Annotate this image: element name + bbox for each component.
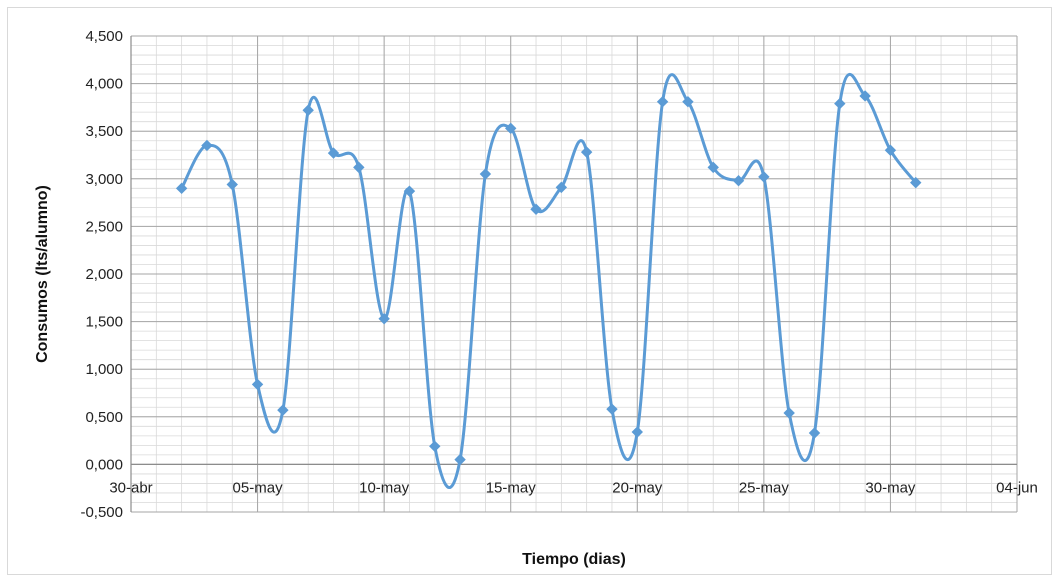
data-point	[353, 161, 365, 174]
data-point	[327, 147, 340, 159]
x-axis-title: Tiempo (dias)	[522, 551, 626, 568]
x-tick-label: 25-may	[739, 479, 790, 496]
major-gridlines	[130, 35, 1018, 513]
data-point	[302, 104, 314, 116]
data-point	[580, 146, 593, 158]
data-point	[454, 453, 466, 466]
data-point	[758, 171, 770, 183]
y-tick-label: 2,500	[85, 218, 123, 235]
data-point	[530, 203, 542, 215]
y-tick-label: 0,500	[85, 409, 123, 426]
data-point	[656, 95, 669, 108]
line-chart: -0,500 0,000 0,500 1,000 1,500 2,000 2,500 3,00…	[34, 28, 1038, 568]
data-point	[910, 176, 922, 189]
x-tick-label: 05-may	[233, 479, 284, 496]
y-tick-label: 3,500	[85, 123, 123, 140]
y-tick-label: 4,500	[85, 28, 123, 45]
data-point	[226, 178, 238, 191]
data-point	[606, 403, 618, 415]
data-point	[201, 139, 213, 152]
x-tick-label: 15-may	[486, 479, 537, 496]
series-line	[180, 73, 917, 489]
x-tick-labels: 30-abr 05-may 10-may 15-may 20-may 25-may 30-m…	[109, 479, 1038, 496]
x-tick-label: 04-jun	[996, 479, 1038, 496]
data-point	[479, 168, 492, 180]
data-point	[378, 313, 390, 325]
y-tick-label: -0,500	[80, 504, 123, 521]
data-point	[859, 90, 871, 102]
y-tick-label: 1,500	[85, 314, 123, 331]
data-point	[808, 427, 821, 439]
data-point	[505, 122, 517, 135]
data-point	[682, 95, 694, 108]
y-tick-label: 2,000	[85, 266, 123, 283]
y-axis-title: Consumos (lts/alumno)	[34, 185, 51, 363]
y-tick-label: 0,000	[85, 456, 123, 473]
data-point	[403, 185, 416, 197]
series-layer	[175, 73, 922, 489]
y-tick-label: 1,000	[85, 361, 123, 378]
data-point	[834, 97, 846, 110]
data-point	[732, 174, 745, 187]
data-point	[884, 144, 897, 156]
x-tick-label: 30-may	[865, 479, 916, 496]
chart-area: -0,500 0,000 0,500 1,000 1,500 2,000 2,500 3,00…	[7, 7, 1052, 575]
data-point	[555, 181, 568, 194]
y-tick-labels: -0,500 0,000 0,500 1,000 1,500 2,000 2,500 3,00…	[80, 28, 123, 521]
x-tick-label: 20-may	[612, 479, 663, 496]
data-point	[175, 182, 188, 195]
axes	[130, 36, 1017, 512]
data-point	[429, 440, 441, 453]
y-tick-label: 3,000	[85, 171, 123, 188]
y-tick-label: 4,000	[85, 76, 123, 93]
x-tick-label: 10-may	[359, 479, 410, 496]
x-tick-label: 30-abr	[109, 479, 152, 496]
data-point	[783, 407, 795, 419]
data-point	[277, 404, 289, 416]
data-point	[707, 161, 719, 174]
data-point	[251, 378, 264, 391]
data-point	[631, 426, 643, 438]
